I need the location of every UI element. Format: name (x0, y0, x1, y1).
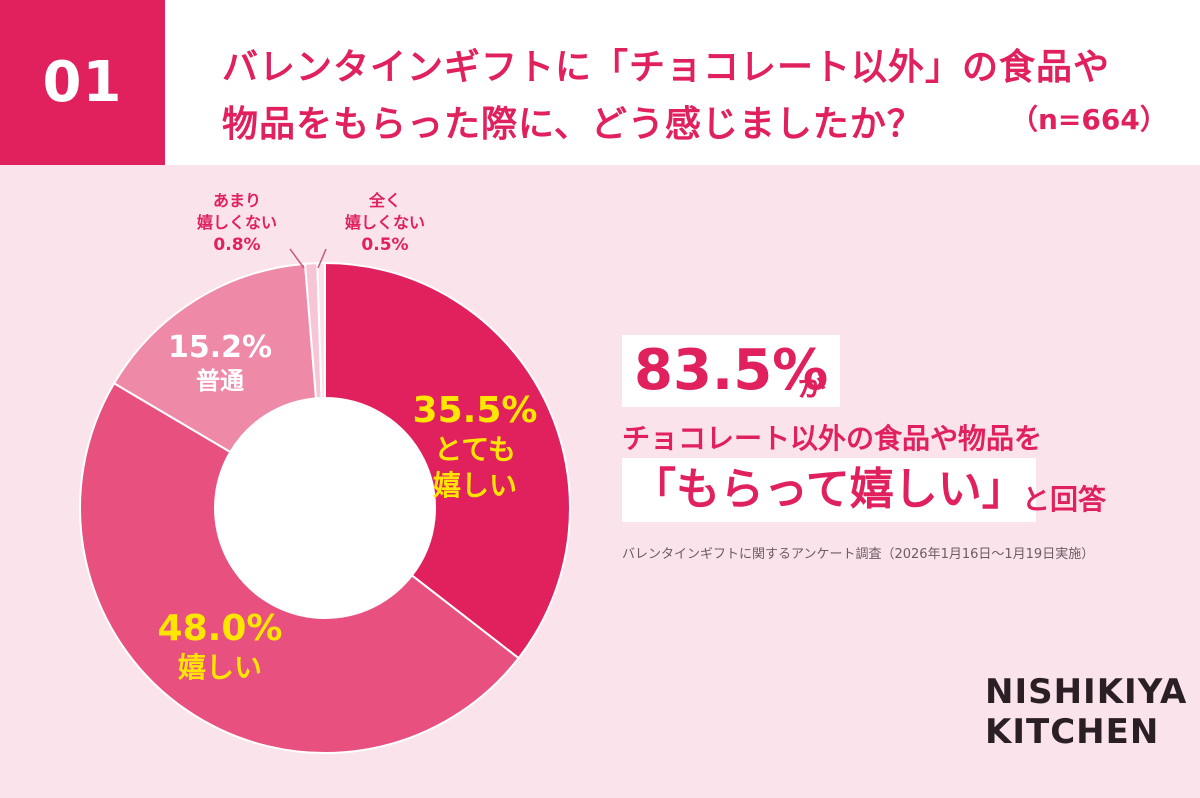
label-happy: 48.0% 嬉しい (140, 608, 300, 686)
callout-ga: が (798, 370, 827, 403)
label-neutral-pct: 15.2% (167, 330, 273, 365)
brand-line-1: NISHIKIYA (985, 672, 1188, 712)
question-line-2: 物品をもらった際に、どう感じましたか？ (222, 104, 924, 145)
label-very-happy-l2: 嬉しい (432, 469, 517, 502)
annot-not-very-l2: 嬉しくない (196, 213, 277, 232)
annot-not-at-all-l2: 嬉しくない (344, 213, 425, 232)
header-bar: 01 バレンタインギフトに「チョコレート以外」の食品や 物品をもらった際に、どう… (0, 0, 1200, 165)
annot-not-very-pct: 0.8% (213, 235, 261, 255)
annot-not-at-all: 全く 嬉しくない 0.5% (330, 190, 440, 256)
annot-not-at-all-l1: 全く (368, 191, 401, 210)
annot-not-very: あまり 嬉しくない 0.8% (182, 190, 292, 256)
label-very-happy-l1: とても (434, 433, 516, 466)
callout-quote: 「もらって嬉しい」 (622, 458, 1036, 522)
question-line-1: バレンタインギフトに「チョコレート以外」の食品や (222, 47, 1111, 88)
brand-line-2: KITCHEN (985, 712, 1160, 752)
callout-kaitou: と回答 (1022, 483, 1107, 516)
callout-line-2: チョコレート以外の食品や物品を (622, 422, 1043, 455)
callout-big-percent: 83.5% (622, 335, 841, 407)
donut-hole (215, 398, 435, 618)
sample-size: （n=664） (1010, 103, 1168, 136)
brand-logo: NISHIKIYA KITCHEN (985, 672, 1187, 752)
leader-not-very (289, 248, 305, 269)
leader-not-at-all (317, 248, 327, 269)
donut-chart (79, 248, 571, 754)
label-happy-pct: 48.0% (157, 608, 283, 649)
label-neutral: 15.2% 普通 (165, 330, 275, 396)
label-very-happy: 35.5% とても 嬉しい (395, 390, 555, 504)
label-very-happy-pct: 35.5% (412, 390, 538, 431)
annot-not-at-all-pct: 0.5% (361, 235, 409, 255)
question-number: 01 (0, 0, 165, 165)
annot-not-very-l1: あまり (212, 191, 261, 210)
label-happy-word: 嬉しい (177, 651, 262, 684)
survey-note: バレンタインギフトに関するアンケート調査（2026年1月16日〜1月19日実施） (622, 547, 1095, 562)
label-neutral-word: 普通 (196, 367, 244, 395)
